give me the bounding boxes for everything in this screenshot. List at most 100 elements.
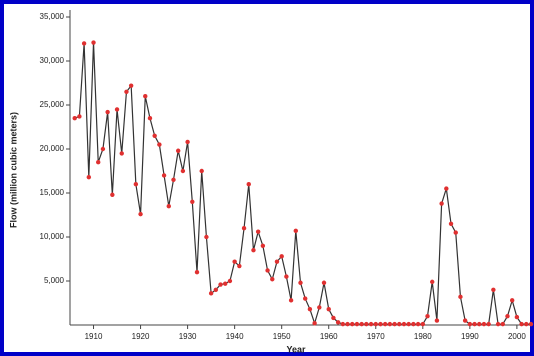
data-point xyxy=(509,298,515,303)
data-point xyxy=(180,168,186,174)
data-point xyxy=(505,314,510,319)
data-point xyxy=(514,314,520,320)
data-point xyxy=(462,318,468,323)
data-point xyxy=(519,321,524,327)
data-point xyxy=(354,321,360,327)
data-point xyxy=(208,291,214,296)
data-point xyxy=(430,279,435,285)
data-point xyxy=(86,174,92,180)
data-point xyxy=(378,321,383,327)
y-tick-label: 15,000 xyxy=(40,188,65,197)
data-point xyxy=(373,321,378,327)
data-point xyxy=(133,182,139,187)
data-point xyxy=(411,321,416,327)
data-point xyxy=(317,305,322,310)
data-point xyxy=(392,321,397,327)
x-tick-label: 1910 xyxy=(85,332,103,341)
data-point xyxy=(303,296,308,301)
data-point xyxy=(387,321,393,327)
data-point xyxy=(114,107,120,112)
data-point xyxy=(491,287,496,292)
data-point xyxy=(161,173,167,178)
data-point xyxy=(81,41,87,46)
data-point xyxy=(175,148,181,153)
x-tick-label: 1970 xyxy=(367,332,385,341)
data-point xyxy=(255,229,261,234)
x-axis-label: Year xyxy=(286,344,306,354)
data-point xyxy=(241,226,247,231)
data-point xyxy=(481,321,487,327)
x-tick-label: 1920 xyxy=(132,332,150,341)
data-point xyxy=(194,270,200,275)
x-tick-label: 1960 xyxy=(320,332,338,341)
data-point xyxy=(143,94,148,99)
y-tick-label: 20,000 xyxy=(40,144,65,153)
data-point xyxy=(237,263,242,269)
x-tick-label: 1990 xyxy=(461,332,479,341)
data-point xyxy=(171,177,176,182)
data-point xyxy=(439,201,444,206)
data-point xyxy=(397,321,402,327)
data-point xyxy=(72,116,77,121)
x-tick-label: 1980 xyxy=(414,332,432,341)
data-point xyxy=(448,221,454,226)
data-point xyxy=(288,298,294,303)
data-point xyxy=(415,321,421,327)
data-point xyxy=(528,321,534,327)
data-point xyxy=(495,321,501,327)
data-point xyxy=(335,320,341,325)
data-point xyxy=(312,321,317,326)
data-point xyxy=(190,199,195,204)
data-point xyxy=(260,243,266,248)
data-point xyxy=(152,133,157,138)
data-point xyxy=(213,287,219,292)
data-point xyxy=(364,321,369,327)
data-point xyxy=(270,277,275,282)
data-point xyxy=(406,321,411,327)
data-point xyxy=(345,321,350,327)
data-point xyxy=(467,321,473,327)
data-point xyxy=(119,151,124,156)
y-tick-label: 35,000 xyxy=(40,12,65,21)
data-point xyxy=(105,109,110,115)
y-axis-label: Flow (million cubic meters) xyxy=(8,112,18,228)
data-point xyxy=(124,89,129,95)
data-point xyxy=(91,40,96,45)
data-point xyxy=(524,321,529,327)
data-point xyxy=(185,139,190,145)
data-point xyxy=(326,306,331,312)
data-point xyxy=(100,146,106,152)
data-point xyxy=(486,321,491,327)
data-point xyxy=(77,114,82,119)
data-point xyxy=(232,259,237,264)
data-point xyxy=(458,294,463,300)
x-tick-label: 1940 xyxy=(226,332,244,341)
data-point xyxy=(500,321,505,327)
x-tick-label: 2000 xyxy=(508,332,526,341)
data-point xyxy=(199,168,204,174)
data-point xyxy=(359,321,364,327)
y-tick-label: 30,000 xyxy=(40,56,65,65)
data-point xyxy=(128,83,134,88)
data-point xyxy=(321,280,327,285)
data-point xyxy=(420,321,426,327)
y-tick-label: 10,000 xyxy=(40,232,65,241)
x-tick-label: 1950 xyxy=(273,332,291,341)
y-tick-label: 5,000 xyxy=(44,276,65,285)
y-tick-label: 25,000 xyxy=(40,100,65,109)
data-point xyxy=(227,278,233,284)
data-point xyxy=(251,248,256,253)
data-point xyxy=(298,280,303,285)
data-point xyxy=(147,116,153,121)
data-point xyxy=(340,321,346,327)
data-point xyxy=(223,281,228,286)
data-point xyxy=(444,186,449,191)
x-tick-label: 1930 xyxy=(179,332,197,341)
data-point xyxy=(401,321,407,327)
data-point xyxy=(284,274,289,279)
data-point xyxy=(382,321,388,327)
data-point xyxy=(453,230,458,235)
data-point xyxy=(274,259,280,264)
data-point xyxy=(265,268,270,273)
